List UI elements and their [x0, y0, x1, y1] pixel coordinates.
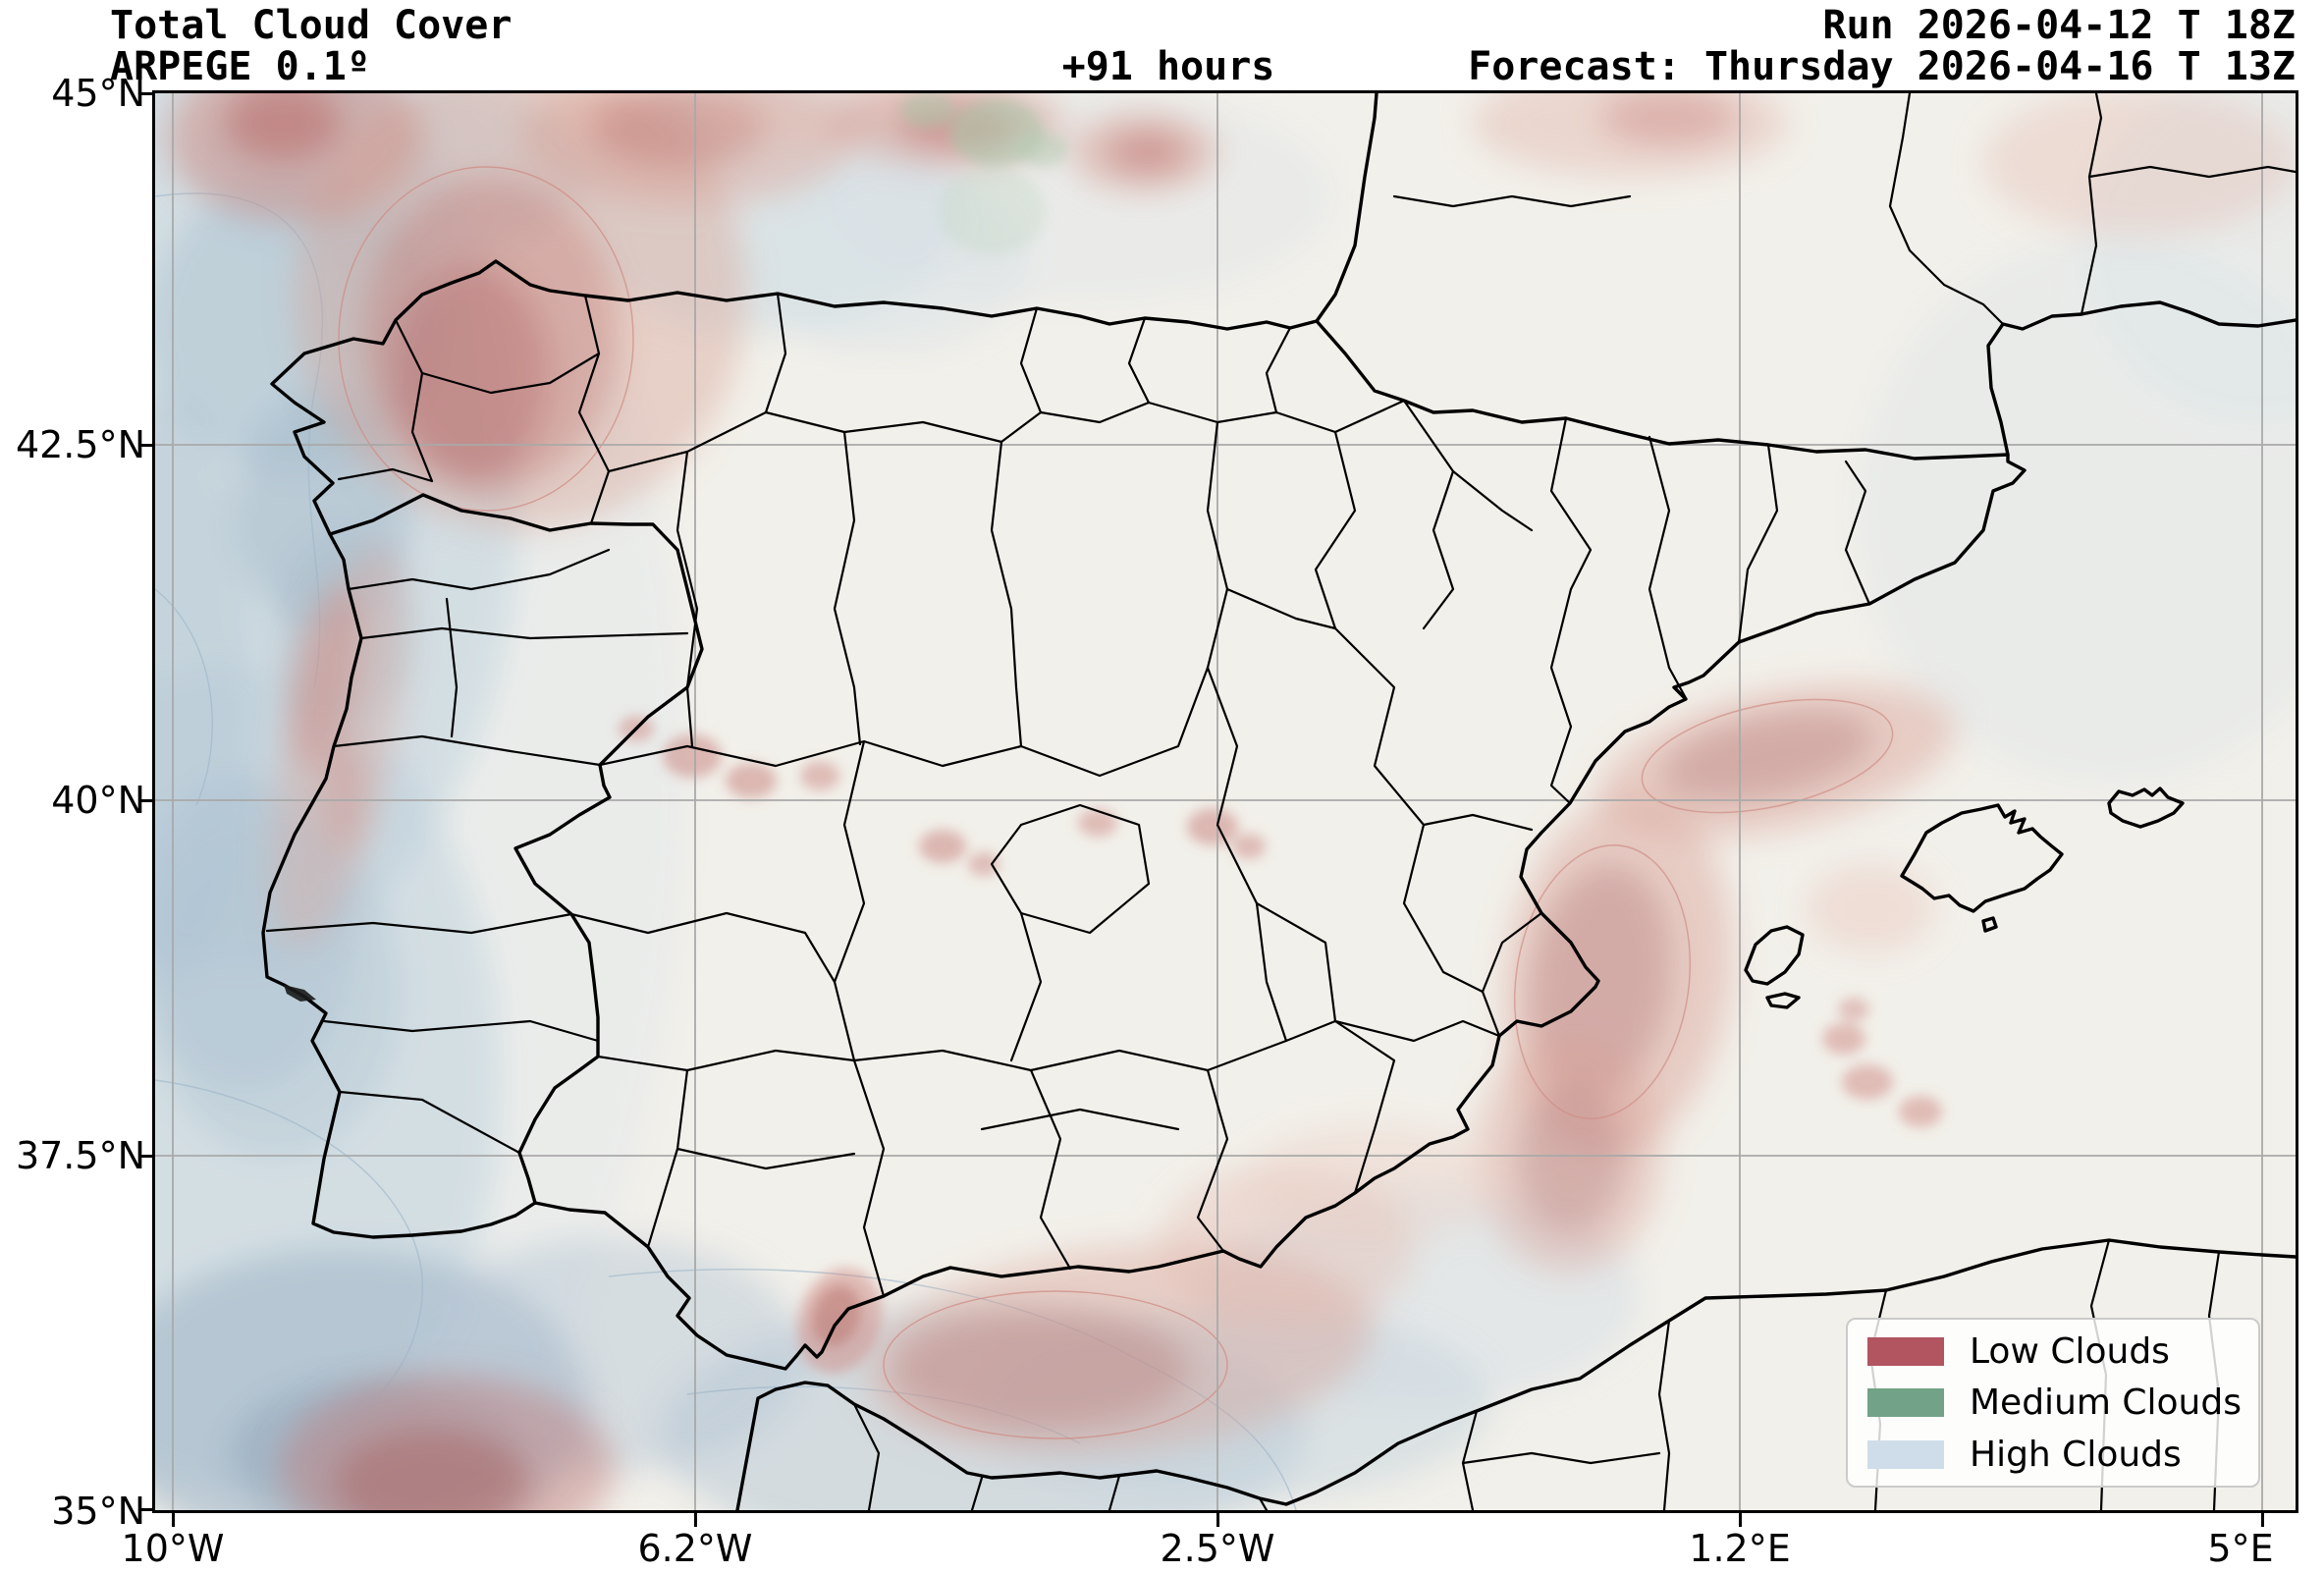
map-canvas	[152, 90, 2298, 1513]
x-label-10w: 10°W	[121, 1527, 225, 1570]
x-tick-1	[694, 1513, 697, 1527]
y-label-40n: 40°N	[51, 779, 145, 822]
low-cloud-contours	[338, 166, 1894, 1439]
low-clouds-swatch	[1867, 1336, 1944, 1366]
legend-label: Medium Clouds	[1970, 1383, 2242, 1423]
legend: Low Clouds Medium Clouds High Clouds	[1846, 1318, 2260, 1488]
y-label-45n: 45°N	[51, 72, 145, 115]
y-tick-2	[138, 799, 152, 802]
forecast-label: Forecast: Thursday 2026-04-16 T 13Z	[1468, 44, 2296, 89]
map-svg	[155, 93, 2296, 1510]
lead-time-label: +91 hours	[1061, 44, 1275, 89]
y-tick-0	[138, 92, 152, 95]
x-tick-0	[172, 1513, 175, 1527]
x-label-5e: 5°E	[2207, 1527, 2274, 1570]
legend-item-medium-clouds: Medium Clouds	[1867, 1383, 2258, 1423]
x-tick-4	[2261, 1513, 2264, 1527]
coastlines	[261, 93, 2296, 1510]
province-borders	[265, 93, 2296, 1510]
x-label-1-2e: 1.2°E	[1689, 1527, 1791, 1570]
y-label-37-5n: 37.5°N	[15, 1134, 145, 1177]
y-tick-4	[138, 1508, 152, 1511]
legend-item-low-clouds: Low Clouds	[1867, 1331, 2258, 1372]
y-tick-3	[138, 1155, 152, 1158]
legend-item-high-clouds: High Clouds	[1867, 1435, 2258, 1475]
x-tick-3	[1739, 1513, 1742, 1527]
run-label: Run 2026-04-12 T 18Z	[1822, 3, 2296, 48]
x-label-6-2w: 6.2°W	[637, 1527, 753, 1570]
x-tick-2	[1216, 1513, 1219, 1527]
y-tick-1	[138, 444, 152, 447]
x-label-2-5w: 2.5°W	[1160, 1527, 1275, 1570]
chart-title: Total Cloud Cover	[110, 3, 513, 48]
medium-clouds-layer	[900, 93, 1068, 255]
model-label: ARPEGE 0.1º	[110, 44, 370, 89]
legend-label: High Clouds	[1970, 1434, 2182, 1475]
graticule	[155, 93, 2296, 1510]
tagus-estuary	[284, 985, 316, 1002]
medium-clouds-swatch	[1867, 1388, 1944, 1417]
y-label-35n: 35°N	[51, 1490, 145, 1533]
y-label-42-5n: 42.5°N	[15, 423, 145, 466]
low-clouds-layer	[167, 93, 2296, 1510]
high-clouds-swatch	[1867, 1439, 1944, 1469]
legend-label: Low Clouds	[1970, 1330, 2170, 1372]
